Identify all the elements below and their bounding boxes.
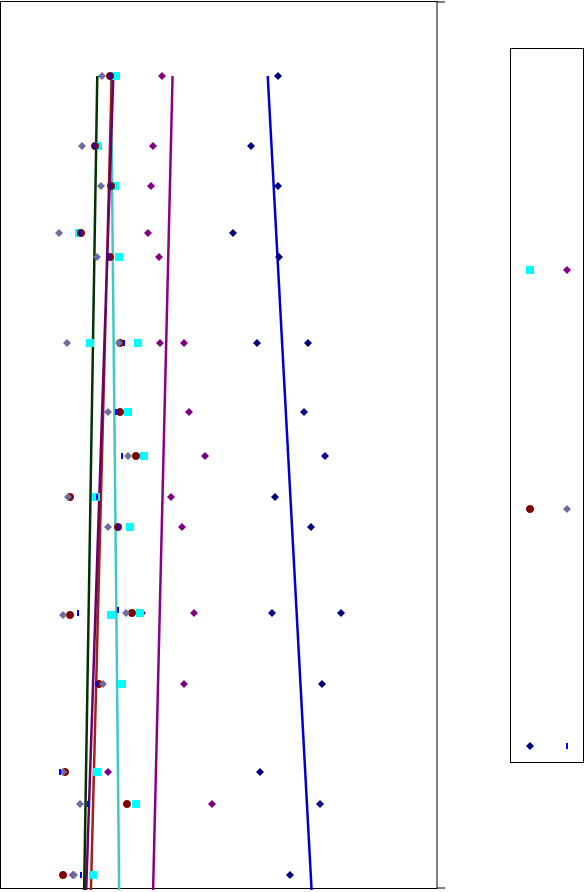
- point: [104, 768, 112, 776]
- trendline: [82, 75, 99, 891]
- point: [64, 493, 72, 501]
- point: [110, 183, 112, 189]
- point: [275, 253, 283, 261]
- point: [117, 607, 119, 613]
- point: [247, 142, 255, 150]
- legend-marker: [563, 505, 571, 513]
- point: [115, 253, 123, 261]
- point: [99, 680, 107, 688]
- point: [208, 800, 216, 808]
- point: [97, 182, 105, 190]
- point: [77, 610, 79, 616]
- point: [144, 229, 152, 237]
- point: [178, 523, 186, 531]
- point: [274, 182, 282, 190]
- legend-marker: [526, 266, 534, 274]
- point: [140, 452, 148, 460]
- point: [116, 408, 124, 416]
- point: [321, 452, 329, 460]
- legend-marker: [526, 742, 534, 750]
- point: [253, 339, 261, 347]
- plot-frame: [0, 1, 438, 889]
- point: [109, 73, 111, 79]
- point: [59, 871, 67, 879]
- point: [107, 611, 115, 619]
- point: [80, 872, 82, 878]
- point: [136, 609, 144, 617]
- point: [59, 611, 67, 619]
- point: [274, 72, 282, 80]
- point: [201, 452, 209, 460]
- point: [300, 408, 308, 416]
- trendline: [266, 75, 313, 891]
- point: [121, 453, 123, 459]
- point: [96, 494, 98, 500]
- point: [256, 768, 264, 776]
- point: [190, 609, 198, 617]
- point: [104, 523, 112, 531]
- trendline: [151, 75, 174, 891]
- point: [59, 769, 61, 775]
- point: [134, 339, 142, 347]
- point: [66, 611, 74, 619]
- point: [318, 680, 326, 688]
- point: [132, 800, 140, 808]
- point: [115, 409, 117, 415]
- point: [149, 142, 157, 150]
- point: [76, 800, 84, 808]
- point: [123, 340, 125, 346]
- point: [268, 609, 276, 617]
- point: [304, 339, 312, 347]
- point: [180, 339, 188, 347]
- point: [70, 871, 78, 879]
- point: [63, 339, 71, 347]
- point: [115, 339, 123, 347]
- legend-marker: [563, 266, 571, 274]
- point: [337, 609, 345, 617]
- point: [147, 182, 155, 190]
- point: [112, 72, 120, 80]
- point: [132, 452, 140, 460]
- point: [316, 800, 324, 808]
- point: [93, 143, 95, 149]
- point: [271, 493, 279, 501]
- point: [78, 142, 86, 150]
- point: [155, 253, 163, 261]
- trendline: [84, 75, 115, 891]
- point: [93, 253, 101, 261]
- point: [89, 871, 97, 879]
- point: [122, 609, 130, 617]
- point: [96, 681, 98, 687]
- point: [185, 408, 193, 416]
- point: [108, 254, 110, 260]
- point: [124, 408, 132, 416]
- point: [167, 493, 175, 501]
- legend-marker: [566, 743, 568, 749]
- point: [229, 229, 237, 237]
- point: [307, 523, 315, 531]
- point: [87, 801, 89, 807]
- point: [156, 339, 164, 347]
- point: [180, 680, 188, 688]
- point: [124, 452, 132, 460]
- legend-box: [510, 48, 584, 763]
- point: [286, 871, 294, 879]
- point: [118, 680, 126, 688]
- legend-marker: [526, 505, 534, 513]
- trendline: [109, 75, 121, 891]
- point: [128, 609, 136, 617]
- point: [126, 523, 134, 531]
- point: [79, 230, 81, 236]
- point: [55, 229, 63, 237]
- point: [158, 72, 166, 80]
- point: [93, 768, 101, 776]
- point: [86, 339, 94, 347]
- point: [123, 800, 131, 808]
- point: [98, 72, 106, 80]
- point: [104, 408, 112, 416]
- point: [118, 524, 120, 530]
